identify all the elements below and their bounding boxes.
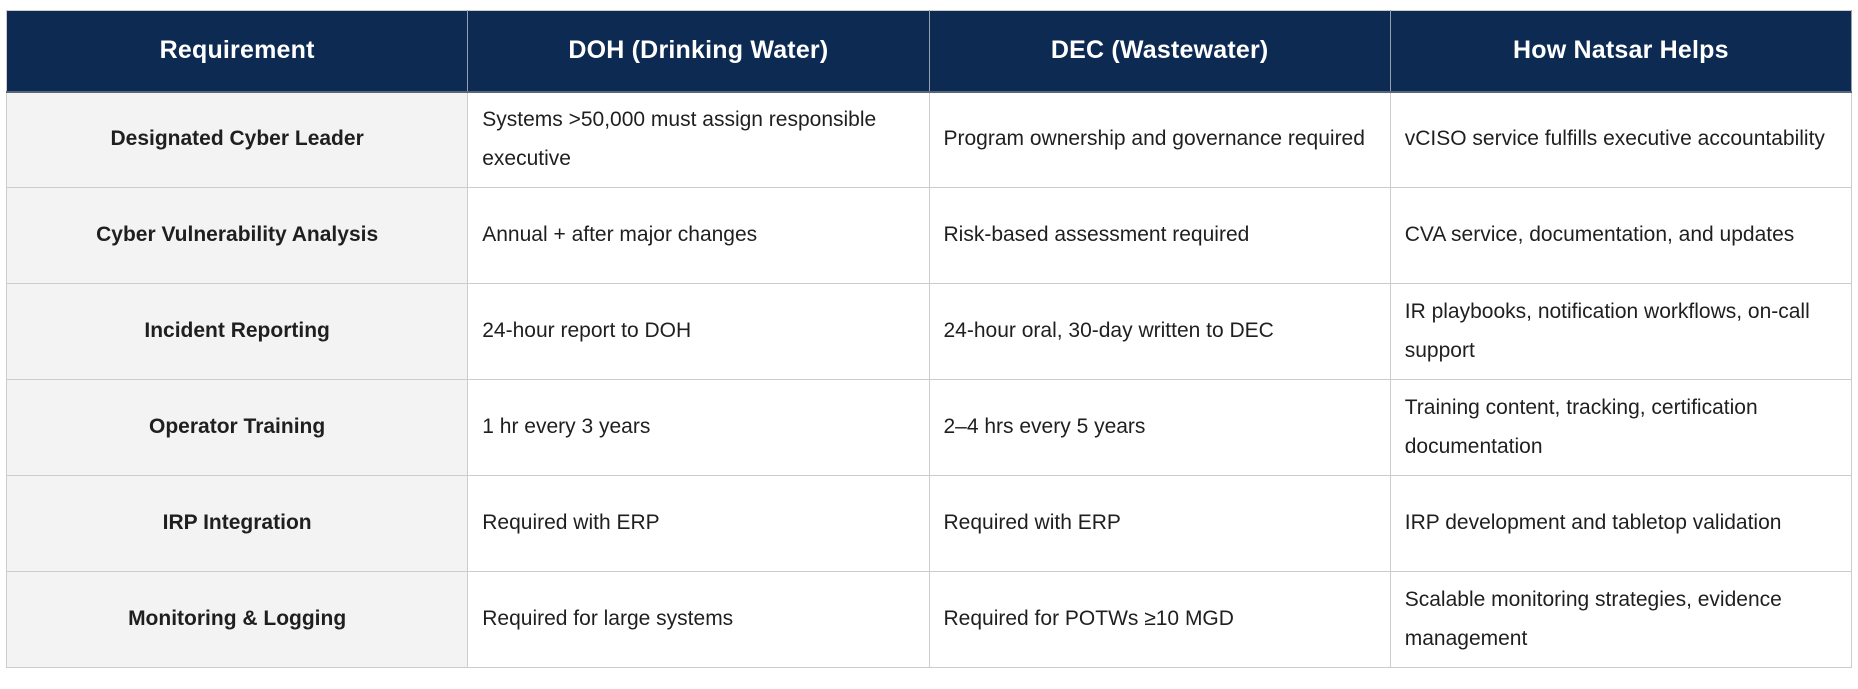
- natsar-cell: IRP development and tabletop validation: [1389, 475, 1853, 572]
- natsar-cell: IR playbooks, notification workflows, on…: [1389, 283, 1853, 380]
- doh-cell: Systems >50,000 must assign responsible …: [467, 91, 930, 188]
- doh-cell: 1 hr every 3 years: [467, 379, 930, 476]
- natsar-cell: CVA service, documentation, and updates: [1389, 187, 1853, 284]
- column-header-natsar: How Natsar Helps: [1390, 10, 1853, 93]
- column-header-requirement: Requirement: [6, 10, 469, 93]
- doh-cell: Required for large systems: [467, 571, 930, 668]
- requirement-cell: Cyber Vulnerability Analysis: [5, 187, 469, 284]
- dec-cell: Program ownership and governance require…: [928, 91, 1391, 188]
- dec-cell: Required for POTWs ≥10 MGD: [928, 571, 1391, 668]
- column-header-doh: DOH (Drinking Water): [467, 10, 930, 93]
- dec-cell: Required with ERP: [928, 475, 1391, 572]
- requirement-cell: Incident Reporting: [5, 283, 469, 380]
- dec-cell: 2–4 hrs every 5 years: [928, 379, 1391, 476]
- natsar-cell: Training content, tracking, certificatio…: [1389, 379, 1853, 476]
- table-row: Designated Cyber Leader Systems >50,000 …: [5, 91, 1853, 188]
- dec-cell: Risk-based assessment required: [928, 187, 1391, 284]
- doh-cell: 24-hour report to DOH: [467, 283, 930, 380]
- requirement-cell: Monitoring & Logging: [5, 571, 469, 668]
- table-row: Incident Reporting 24-hour report to DOH…: [5, 283, 1853, 380]
- table-header-row: Requirement DOH (Drinking Water) DEC (Wa…: [6, 10, 1853, 93]
- table-row: Monitoring & Logging Required for large …: [5, 571, 1853, 668]
- requirement-cell: Operator Training: [5, 379, 469, 476]
- requirement-cell: Designated Cyber Leader: [5, 91, 469, 188]
- doh-cell: Annual + after major changes: [467, 187, 930, 284]
- requirement-cell: IRP Integration: [5, 475, 469, 572]
- doh-cell: Required with ERP: [467, 475, 930, 572]
- compliance-comparison-table: Requirement DOH (Drinking Water) DEC (Wa…: [5, 10, 1853, 668]
- table-row: Operator Training 1 hr every 3 years 2–4…: [5, 379, 1853, 476]
- natsar-cell: Scalable monitoring strategies, evidence…: [1389, 571, 1853, 668]
- table-row: IRP Integration Required with ERP Requir…: [5, 475, 1853, 572]
- dec-cell: 24-hour oral, 30-day written to DEC: [928, 283, 1391, 380]
- table-row: Cyber Vulnerability Analysis Annual + af…: [5, 187, 1853, 284]
- column-header-dec: DEC (Wastewater): [929, 10, 1391, 93]
- natsar-cell: vCISO service fulfills executive account…: [1389, 91, 1853, 188]
